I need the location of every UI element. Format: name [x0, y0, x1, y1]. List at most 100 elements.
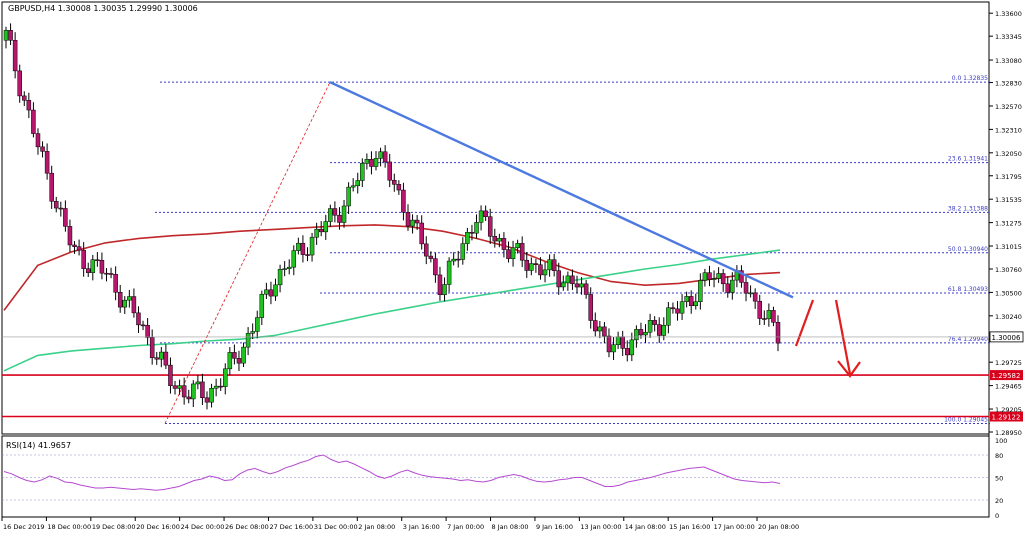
candle-body	[131, 296, 137, 314]
candle-body	[433, 258, 438, 276]
candle-body	[40, 146, 45, 152]
price-tick-label: 1.33080	[995, 57, 1022, 65]
candle-body	[44, 151, 50, 174]
price-tick-label: 1.31015	[995, 243, 1022, 251]
candle-body	[602, 326, 607, 337]
candle-body	[337, 214, 342, 223]
fib-label: 76.4 1.29940	[948, 336, 988, 343]
candle-body	[85, 268, 91, 273]
candle-body	[401, 189, 406, 213]
candle-body	[195, 381, 201, 385]
candle-body	[81, 249, 86, 269]
candle-body	[328, 208, 333, 222]
symbol-header: GBPUSD,H4 1.30008 1.30035 1.29990 1.3000…	[8, 4, 198, 13]
candle-body	[373, 158, 379, 167]
candle-body	[200, 381, 205, 399]
candle-body	[606, 335, 612, 353]
current-price-label: 1.30006	[992, 334, 1021, 342]
candle-body	[625, 348, 630, 356]
time-tick-label: 27 Dec 16:00	[269, 523, 313, 531]
candle-body	[186, 396, 191, 400]
candle-body	[67, 226, 73, 246]
price-tick-label: 1.29465	[995, 383, 1022, 391]
candle-body	[163, 351, 169, 366]
candle-body	[428, 255, 434, 259]
candle-body	[223, 368, 228, 387]
time-tick-label: 13 Jan 00:00	[580, 523, 621, 531]
candle-body	[159, 351, 164, 360]
candle-body	[487, 216, 493, 237]
candle-body	[442, 284, 447, 296]
candle-body	[666, 307, 671, 326]
price-tick-label: 1.29725	[995, 359, 1022, 367]
candle-body	[656, 324, 662, 336]
candle-body	[501, 238, 507, 250]
candle-body	[465, 232, 470, 244]
candle-body	[497, 238, 502, 242]
candle-body	[122, 299, 128, 308]
candle-body	[451, 258, 456, 262]
time-tick-label: 24 Dec 00:00	[181, 523, 225, 531]
fibonacci-layer: 0.0 1.32835 23.6 1.31941 38.2 1.31388 50.0 …	[155, 75, 990, 424]
candle-body	[515, 243, 520, 249]
candle-body	[291, 250, 297, 268]
candle-body	[583, 283, 589, 295]
candle-body	[405, 212, 411, 227]
candle-body	[698, 280, 703, 302]
price-tick-label: 1.32830	[995, 80, 1022, 88]
candle-body	[748, 292, 753, 295]
candle-body	[510, 247, 516, 259]
price-tick-label: 1.32050	[995, 150, 1022, 158]
support-price-tag	[990, 370, 1023, 381]
candle-body	[241, 346, 246, 364]
candle-body	[529, 263, 534, 271]
fib-retracement-line	[164, 81, 331, 424]
candle-body	[579, 283, 584, 288]
candle-body	[414, 219, 420, 224]
candle-body	[720, 273, 726, 285]
candle-body	[273, 284, 278, 297]
time-tick-label: 20 Jan 08:00	[758, 523, 799, 531]
candle-body	[245, 333, 251, 348]
candle-body	[638, 329, 644, 336]
candle-body	[117, 291, 123, 308]
candle-body	[519, 243, 525, 261]
candle-body	[191, 383, 196, 400]
candle-body	[424, 243, 429, 257]
candle-body	[739, 270, 744, 283]
arrow-up-line	[794, 299, 815, 347]
candle-body	[556, 270, 561, 288]
candle-body	[58, 207, 64, 210]
candle-body	[378, 151, 383, 159]
candle-body	[460, 243, 466, 260]
candle-body	[346, 186, 351, 207]
fib-label: 50.0 1.30940	[948, 246, 988, 253]
candle-body	[693, 301, 699, 306]
fib-label: 23.6 1.31941	[948, 156, 988, 163]
candle-body	[647, 320, 653, 333]
price-tick-label: 1.32570	[995, 103, 1022, 111]
candle-body	[757, 300, 762, 319]
candle-body	[250, 331, 255, 334]
candle-body	[387, 161, 392, 181]
candle-body	[355, 180, 360, 187]
price-tick-label: 1.30760	[995, 266, 1022, 274]
candle-body	[204, 397, 210, 403]
time-tick-label: 17 Jan 00:00	[714, 523, 755, 531]
candle-body	[396, 184, 402, 191]
support-price-label: 1.29582	[992, 372, 1021, 380]
candle-body	[597, 326, 603, 332]
candle-body	[232, 352, 237, 359]
fib-label: 38.2 1.31388	[948, 205, 988, 212]
candle-body	[469, 232, 475, 234]
time-tick-label: 3 Jan 16:00	[403, 523, 440, 531]
candle-body	[725, 283, 731, 293]
candle-body	[588, 294, 593, 321]
rsi-label: RSI(14) 41.9657	[6, 441, 71, 450]
candle-body	[675, 308, 680, 314]
candle-body	[277, 269, 283, 286]
time-tick-label: 26 Dec 08:00	[225, 523, 269, 531]
candle-body	[478, 210, 484, 223]
candle-body	[49, 172, 54, 202]
